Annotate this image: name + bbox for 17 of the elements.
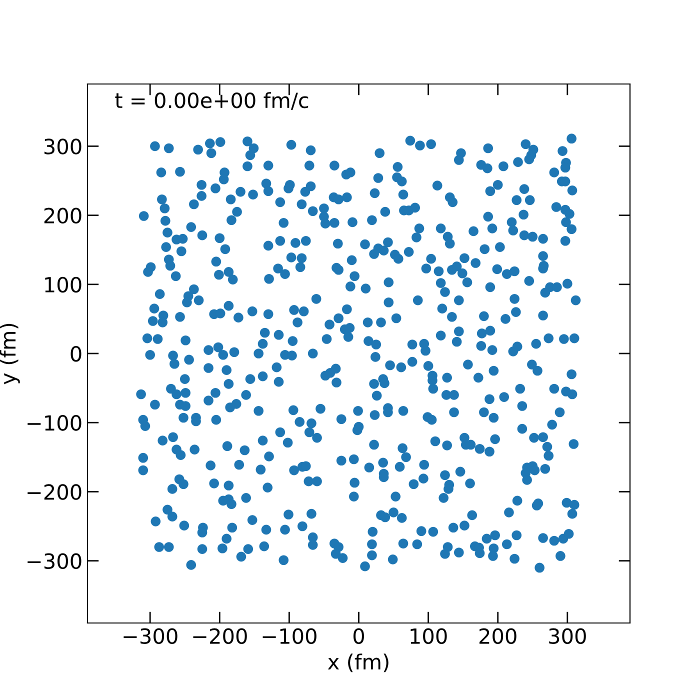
x-tick-label: −100 [262, 628, 316, 644]
x-axis-title: x (fm) [328, 654, 388, 672]
annotation: t = 0.00e+00 fm/c [115, 92, 308, 110]
x-tick-label: −200 [193, 628, 247, 644]
y-tick-label: 100 [45, 276, 82, 293]
x-tick-label: 0 [353, 628, 364, 644]
y-tick-label: −300 [28, 553, 82, 570]
x-tick-label: −300 [124, 628, 178, 644]
y-tick-label: −100 [28, 415, 82, 431]
y-tick-label: −200 [28, 484, 82, 500]
y-tick-label: 300 [44, 138, 82, 154]
x-tick-label: 300 [549, 628, 586, 644]
y-tick-label: 0 [70, 346, 82, 362]
x-tick-label: 200 [479, 628, 516, 644]
y-axis-title: y (fm) [0, 324, 20, 384]
x-tick-label: 100 [410, 628, 447, 644]
y-tick-label: 200 [44, 208, 82, 224]
